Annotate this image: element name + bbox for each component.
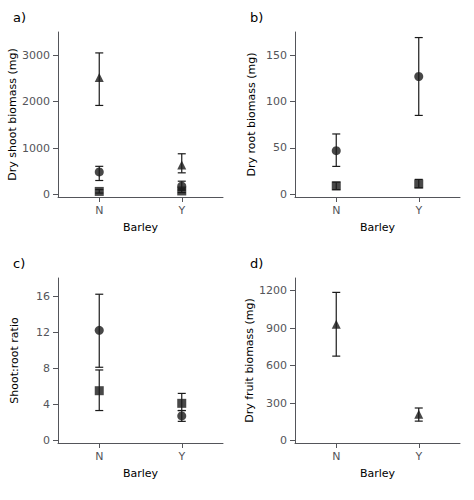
- svg-text:0: 0: [280, 434, 287, 447]
- svg-text:Barley: Barley: [123, 221, 159, 234]
- svg-text:3000: 3000: [22, 49, 50, 62]
- svg-text:100: 100: [266, 95, 287, 108]
- svg-text:Dry fruit biomass (mg): Dry fruit biomass (mg): [243, 298, 256, 423]
- svg-text:a): a): [13, 10, 26, 25]
- svg-text:N: N: [95, 450, 103, 463]
- svg-text:Y: Y: [177, 204, 185, 217]
- svg-text:50: 50: [273, 141, 287, 154]
- svg-text:12: 12: [36, 326, 50, 339]
- svg-text:Barley: Barley: [123, 467, 159, 480]
- svg-text:b): b): [250, 10, 263, 25]
- svg-text:N: N: [332, 204, 340, 217]
- svg-text:N: N: [332, 450, 340, 463]
- svg-text:N: N: [95, 204, 103, 217]
- svg-text:1000: 1000: [22, 142, 50, 155]
- svg-text:600: 600: [266, 359, 287, 372]
- svg-text:4: 4: [43, 398, 50, 411]
- svg-text:0: 0: [43, 188, 50, 201]
- svg-text:Dry root biomass (mg): Dry root biomass (mg): [245, 52, 258, 176]
- svg-text:Shoot:root ratio: Shoot:root ratio: [8, 317, 21, 404]
- svg-text:0: 0: [43, 434, 50, 447]
- svg-text:0: 0: [280, 188, 287, 201]
- svg-text:Y: Y: [414, 450, 422, 463]
- svg-text:Barley: Barley: [360, 467, 396, 480]
- svg-text:2000: 2000: [22, 95, 50, 108]
- svg-text:8: 8: [43, 362, 50, 375]
- svg-text:150: 150: [266, 49, 287, 62]
- svg-text:Dry shoot biomass (mg): Dry shoot biomass (mg): [6, 48, 19, 180]
- svg-text:300: 300: [266, 397, 287, 410]
- svg-text:Y: Y: [177, 450, 185, 463]
- svg-text:Y: Y: [414, 204, 422, 217]
- svg-text:1200: 1200: [259, 284, 287, 297]
- svg-text:900: 900: [266, 322, 287, 335]
- svg-text:c): c): [13, 256, 25, 271]
- svg-text:16: 16: [36, 290, 50, 303]
- svg-text:Barley: Barley: [360, 221, 396, 234]
- svg-text:d): d): [250, 256, 263, 271]
